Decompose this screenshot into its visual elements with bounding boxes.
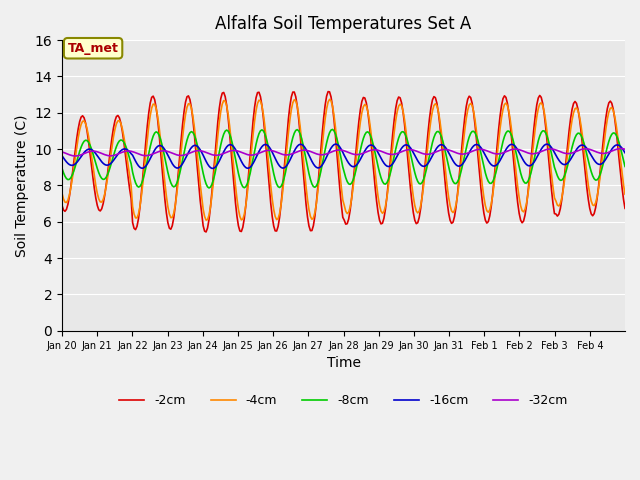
Text: TA_met: TA_met: [68, 42, 118, 55]
-16cm: [546, 143, 554, 149]
Line: -32cm: -32cm: [62, 149, 625, 156]
-2cm: [463, 104, 470, 109]
-8cm: [351, 173, 358, 179]
-2cm: [324, 89, 332, 95]
Title: Alfalfa Soil Temperatures Set A: Alfalfa Soil Temperatures Set A: [216, 15, 472, 33]
-32cm: [58, 149, 66, 155]
-8cm: [620, 158, 627, 164]
-4cm: [58, 191, 66, 196]
-8cm: [329, 127, 337, 132]
-4cm: [463, 116, 470, 121]
-32cm: [620, 146, 627, 152]
-32cm: [97, 150, 104, 156]
Line: -16cm: -16cm: [62, 144, 625, 168]
-4cm: [202, 217, 210, 223]
Line: -4cm: -4cm: [62, 99, 625, 220]
-2cm: [95, 207, 102, 213]
-32cm: [545, 146, 552, 152]
-32cm: [461, 151, 468, 157]
-2cm: [58, 203, 66, 208]
-2cm: [620, 197, 627, 203]
-4cm: [620, 182, 627, 188]
Line: -2cm: -2cm: [62, 92, 625, 232]
-4cm: [546, 157, 554, 163]
-32cm: [72, 153, 79, 159]
-16cm: [621, 150, 629, 156]
Y-axis label: Soil Temperature (C): Soil Temperature (C): [15, 114, 29, 257]
-4cm: [351, 172, 358, 178]
-8cm: [77, 144, 85, 150]
-16cm: [58, 153, 66, 159]
-2cm: [351, 165, 358, 170]
-16cm: [620, 147, 627, 153]
-16cm: [77, 154, 85, 159]
-32cm: [79, 151, 86, 157]
-8cm: [546, 144, 554, 150]
-8cm: [95, 170, 102, 176]
-32cm: [349, 151, 357, 157]
-8cm: [463, 145, 470, 151]
Legend: -2cm, -4cm, -8cm, -16cm, -32cm: -2cm, -4cm, -8cm, -16cm, -32cm: [115, 389, 573, 412]
X-axis label: Time: Time: [326, 356, 360, 370]
-16cm: [332, 141, 339, 147]
-16cm: [351, 164, 358, 169]
-8cm: [621, 164, 629, 169]
-8cm: [58, 166, 66, 171]
-4cm: [77, 121, 85, 127]
-16cm: [95, 155, 102, 161]
-2cm: [546, 172, 554, 178]
-2cm: [621, 205, 629, 211]
-4cm: [95, 196, 102, 202]
Line: -8cm: -8cm: [62, 130, 625, 188]
-8cm: [205, 185, 213, 191]
-32cm: [621, 146, 629, 152]
-2cm: [202, 229, 210, 235]
-2cm: [77, 114, 85, 120]
-16cm: [463, 155, 470, 161]
-4cm: [326, 96, 333, 102]
-16cm: [208, 166, 216, 171]
-32cm: [617, 146, 625, 152]
-4cm: [621, 192, 629, 197]
